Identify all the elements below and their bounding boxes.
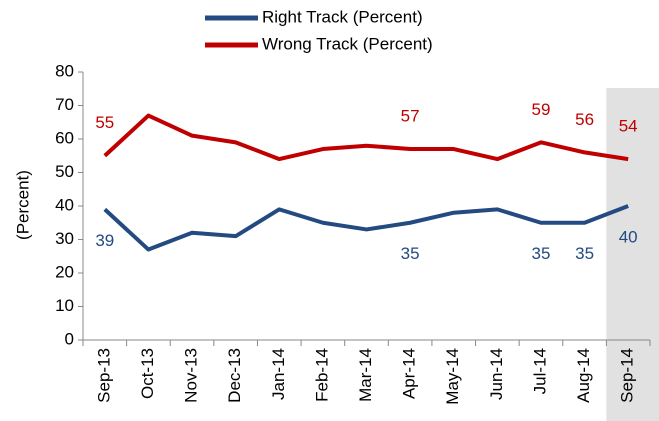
x-tick-label: Jul-14 xyxy=(530,348,549,394)
y-tick-label: 20 xyxy=(55,262,74,281)
y-tick-label: 60 xyxy=(55,128,74,147)
data-label: 56 xyxy=(575,110,594,129)
y-tick-label: 50 xyxy=(55,162,74,181)
x-tick-label: Dec-13 xyxy=(225,348,244,403)
series-line xyxy=(103,204,629,252)
x-tick-label: Jun-14 xyxy=(487,348,506,400)
x-tick-label: Sep-13 xyxy=(94,348,113,403)
y-axis-label: (Percent) xyxy=(13,170,32,240)
data-label: 35 xyxy=(401,244,420,263)
data-label: 35 xyxy=(575,244,594,263)
x-tick-label: Aug-14 xyxy=(574,348,593,403)
data-label: 55 xyxy=(95,113,114,132)
x-tick-label: Apr-14 xyxy=(400,348,419,399)
y-tick-label: 40 xyxy=(55,195,74,214)
data-label: 59 xyxy=(532,100,551,119)
legend-label: Wrong Track (Percent) xyxy=(262,34,433,53)
x-tick-label: Feb-14 xyxy=(312,348,331,402)
legend-label: Right Track (Percent) xyxy=(262,7,423,26)
y-tick-label: 80 xyxy=(55,61,74,80)
highlight-band xyxy=(606,88,659,421)
y-tick-label: 10 xyxy=(55,296,74,315)
series-line xyxy=(103,113,629,162)
x-tick-label: May-14 xyxy=(443,348,462,405)
data-label: 57 xyxy=(401,107,420,126)
data-label: 40 xyxy=(619,227,638,246)
x-tick-label: Jan-14 xyxy=(269,348,288,400)
data-label: 35 xyxy=(532,244,551,263)
y-tick-label: 30 xyxy=(55,229,74,248)
x-tick-label: Oct-13 xyxy=(138,348,157,399)
y-tick-label: 0 xyxy=(65,329,74,348)
data-label: 54 xyxy=(619,117,638,136)
x-tick-label: Mar-14 xyxy=(356,348,375,402)
x-tick-label: Nov-13 xyxy=(182,348,201,403)
y-tick-label: 70 xyxy=(55,95,74,114)
x-tick-label: Sep-14 xyxy=(618,348,637,403)
data-label: 39 xyxy=(95,231,114,250)
